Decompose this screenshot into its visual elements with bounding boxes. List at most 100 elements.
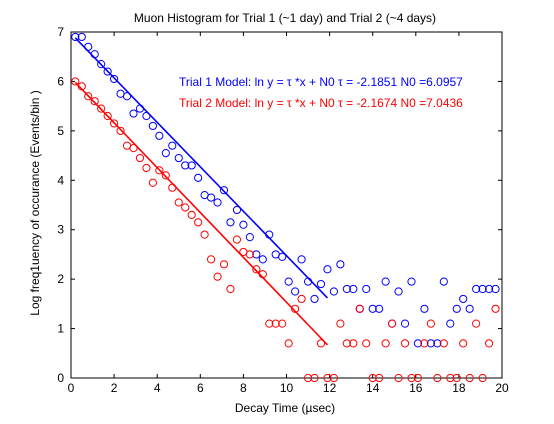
x-tick-label: 8 xyxy=(240,381,247,395)
data-point-trial-1 xyxy=(181,161,190,170)
data-point-trial-2 xyxy=(187,210,196,219)
data-point-trial-2 xyxy=(71,77,80,86)
data-point-trial-1 xyxy=(310,294,319,304)
data-point-trial-1 xyxy=(465,304,474,313)
x-tick-label: 4 xyxy=(154,381,161,395)
data-point-trial-1 xyxy=(206,193,216,202)
data-point-trial-2 xyxy=(400,339,410,348)
y-tick-label: 6 xyxy=(57,74,64,88)
data-point-trial-1 xyxy=(459,294,468,304)
data-point-trial-2 xyxy=(148,178,157,187)
data-point-trial-2 xyxy=(116,126,125,135)
data-point-trial-2 xyxy=(349,339,358,348)
data-point-trial-2 xyxy=(155,166,164,175)
y-tick-label: 1 xyxy=(57,322,64,336)
data-point-trial-2 xyxy=(194,218,203,227)
data-point-trial-1 xyxy=(84,42,93,51)
data-point-trial-2 xyxy=(284,339,293,348)
data-point-trial-2 xyxy=(278,319,287,328)
data-point-trial-2 xyxy=(200,230,209,239)
x-tick-label: 12 xyxy=(323,381,337,395)
data-point-trial-2 xyxy=(478,373,487,383)
x-tick-label: 2 xyxy=(111,381,118,395)
data-point-trial-1 xyxy=(284,277,293,286)
data-point-trial-1 xyxy=(478,284,487,294)
x-tick-label: 10 xyxy=(280,381,294,395)
data-point-trial-1 xyxy=(342,284,351,294)
data-point-trial-2 xyxy=(368,373,377,383)
data-point-trial-1 xyxy=(413,339,423,348)
data-point-trial-2 xyxy=(265,319,274,328)
data-point-trial-1 xyxy=(433,339,442,348)
data-point-trial-1 xyxy=(213,198,222,207)
data-point-trial-1 xyxy=(381,277,390,286)
data-point-trial-2 xyxy=(142,163,151,173)
data-point-trial-1 xyxy=(97,60,106,69)
y-tick-label: 0 xyxy=(57,371,64,385)
data-point-trial-2 xyxy=(258,270,267,279)
data-point-trial-1 xyxy=(265,230,274,239)
data-point-trial-1 xyxy=(187,161,196,170)
legend-entry-trial-2: Trial 2 Model: ln y = τ *x + N0 τ = -2.1… xyxy=(179,96,463,110)
data-point-trial-2 xyxy=(342,339,351,348)
data-point-trial-1 xyxy=(77,32,86,42)
data-point-trial-2 xyxy=(381,339,390,348)
data-point-trial-2 xyxy=(484,339,494,348)
data-point-trial-2 xyxy=(433,373,442,383)
data-point-trial-2 xyxy=(420,339,429,348)
data-point-trial-1 xyxy=(135,104,145,113)
data-point-trial-1 xyxy=(252,250,261,259)
y-tick-label: 3 xyxy=(57,223,64,237)
data-point-trial-1 xyxy=(148,121,157,131)
data-point-trial-1 xyxy=(226,218,235,227)
data-point-trial-1 xyxy=(142,111,151,121)
x-tick-label: 6 xyxy=(197,381,204,395)
data-point-trial-1 xyxy=(291,287,300,296)
data-point-trial-2 xyxy=(446,373,455,383)
y-axis-label: Log freq1uency of occurance (Events/bin … xyxy=(28,90,42,315)
data-point-trial-2 xyxy=(129,144,138,153)
data-point-trial-1 xyxy=(161,149,170,158)
data-point-trial-1 xyxy=(103,67,112,76)
data-point-trial-2 xyxy=(355,304,364,313)
data-point-trial-1 xyxy=(375,304,384,313)
data-point-trial-1 xyxy=(368,304,377,313)
x-axis-label: Decay Time (µsec) xyxy=(235,401,335,415)
data-point-trial-1 xyxy=(439,277,448,286)
data-point-trial-2 xyxy=(387,319,397,328)
y-tick-label: 4 xyxy=(57,173,64,187)
data-point-trial-1 xyxy=(110,74,119,84)
data-point-trial-1 xyxy=(232,205,242,215)
data-point-trial-2 xyxy=(168,183,177,192)
data-point-trial-1 xyxy=(239,220,248,229)
x-tick-label: 20 xyxy=(495,381,509,395)
data-point-trial-2 xyxy=(174,198,183,207)
chart-title: Muon Histogram for Trial 1 (~1 day) and … xyxy=(134,11,436,25)
data-point-trial-2 xyxy=(336,319,345,328)
data-point-trial-2 xyxy=(219,260,229,269)
data-point-trial-2 xyxy=(226,284,235,294)
data-point-trial-1 xyxy=(219,186,229,195)
data-point-trial-2 xyxy=(77,82,86,91)
data-point-trial-1 xyxy=(90,50,99,59)
data-point-trial-1 xyxy=(129,109,138,118)
data-point-trial-1 xyxy=(491,284,500,294)
data-point-trial-2 xyxy=(394,373,403,383)
data-point-trial-2 xyxy=(452,373,461,383)
data-point-trial-2 xyxy=(90,97,99,106)
data-point-trial-1 xyxy=(394,287,403,296)
data-point-trial-2 xyxy=(323,373,332,383)
data-point-trial-2 xyxy=(316,339,326,348)
data-point-trial-2 xyxy=(439,339,448,348)
data-point-trial-2 xyxy=(291,304,300,313)
data-point-trial-1 xyxy=(349,284,358,294)
data-point-trial-2 xyxy=(252,265,261,274)
data-point-trial-1 xyxy=(297,255,306,264)
data-point-trial-1 xyxy=(362,284,371,294)
data-point-trial-1 xyxy=(446,319,455,328)
data-point-trial-1 xyxy=(174,153,183,163)
data-point-trial-2 xyxy=(491,304,500,313)
data-point-trial-2 xyxy=(84,92,93,101)
